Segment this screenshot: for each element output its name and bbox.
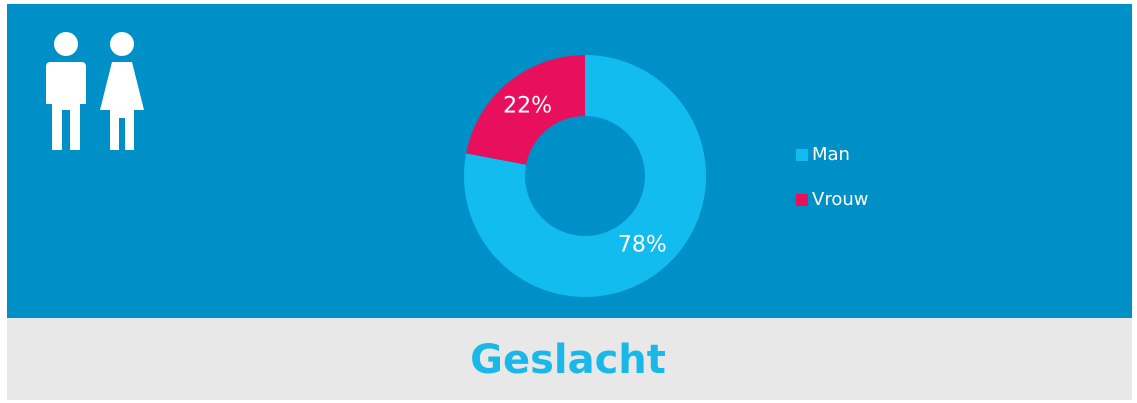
people-icon: [46, 32, 144, 150]
data-label: 78%: [618, 232, 667, 257]
legend-swatch: [796, 149, 808, 161]
man-head: [54, 32, 78, 56]
woman-body: [100, 62, 144, 150]
donut-segment: [463, 55, 706, 297]
chart-title: Geslacht: [470, 337, 666, 383]
data-label: 22%: [503, 94, 552, 119]
legend-label: Vrouw: [812, 189, 868, 210]
legend-label: Man: [812, 144, 850, 165]
legend-swatch: [796, 194, 808, 206]
man-body: [46, 62, 86, 150]
title-band: [7, 318, 1132, 400]
donut-segment: [466, 54, 585, 165]
woman-head: [110, 32, 134, 56]
